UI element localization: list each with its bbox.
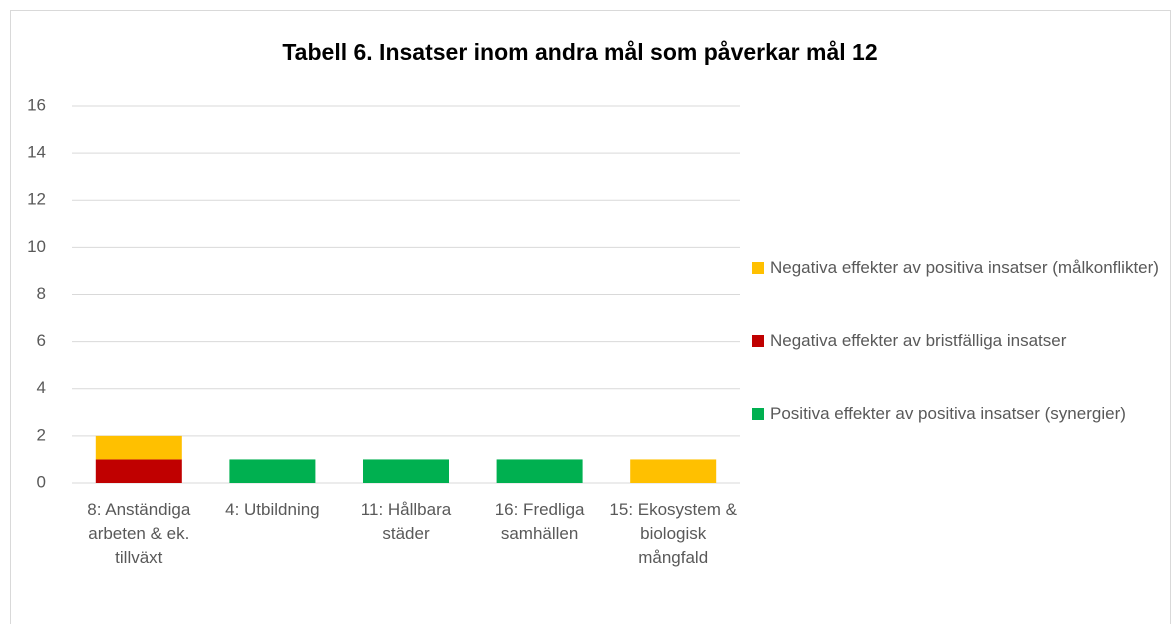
legend-swatch <box>752 408 764 420</box>
x-tick-label: 16: Fredliga samhällen <box>494 500 585 543</box>
y-tick-label: 0 <box>37 472 46 491</box>
x-tick-label: 11: Hållbara städer <box>360 500 452 543</box>
y-tick-label: 10 <box>27 237 46 256</box>
y-tick-label: 4 <box>37 378 46 397</box>
bar-segment <box>630 459 717 483</box>
bar-segment <box>229 459 316 483</box>
chart-title: Tabell 6. Insatser inom andra mål som på… <box>282 39 877 65</box>
y-tick-label: 16 <box>27 95 46 114</box>
x-tick-label: 4: Utbildning <box>225 500 320 519</box>
y-tick-label: 14 <box>27 143 46 162</box>
chart-border <box>10 10 1171 624</box>
legend-swatch <box>752 262 764 274</box>
legend-label: Negativa effekter av bristfälliga insats… <box>770 331 1067 350</box>
x-tick-label: 8: Anständiga arbeten & ek. tillväxt <box>87 500 191 567</box>
y-tick-label: 6 <box>37 331 46 350</box>
legend-label: Positiva effekter av positiva insatser (… <box>770 404 1126 423</box>
y-tick-label: 2 <box>37 425 46 444</box>
y-tick-label: 12 <box>27 190 46 209</box>
bar-segment <box>95 435 182 460</box>
y-tick-label: 8 <box>37 284 46 303</box>
legend-label: Negativa effekter av positiva insatser (… <box>770 258 1159 277</box>
x-tick-label: 15: Ekosystem & biologisk mångfald <box>609 500 737 567</box>
legend-swatch <box>752 335 764 347</box>
bar-segment <box>363 459 449 483</box>
bar-segment <box>496 459 583 483</box>
bar-segment <box>95 459 182 483</box>
